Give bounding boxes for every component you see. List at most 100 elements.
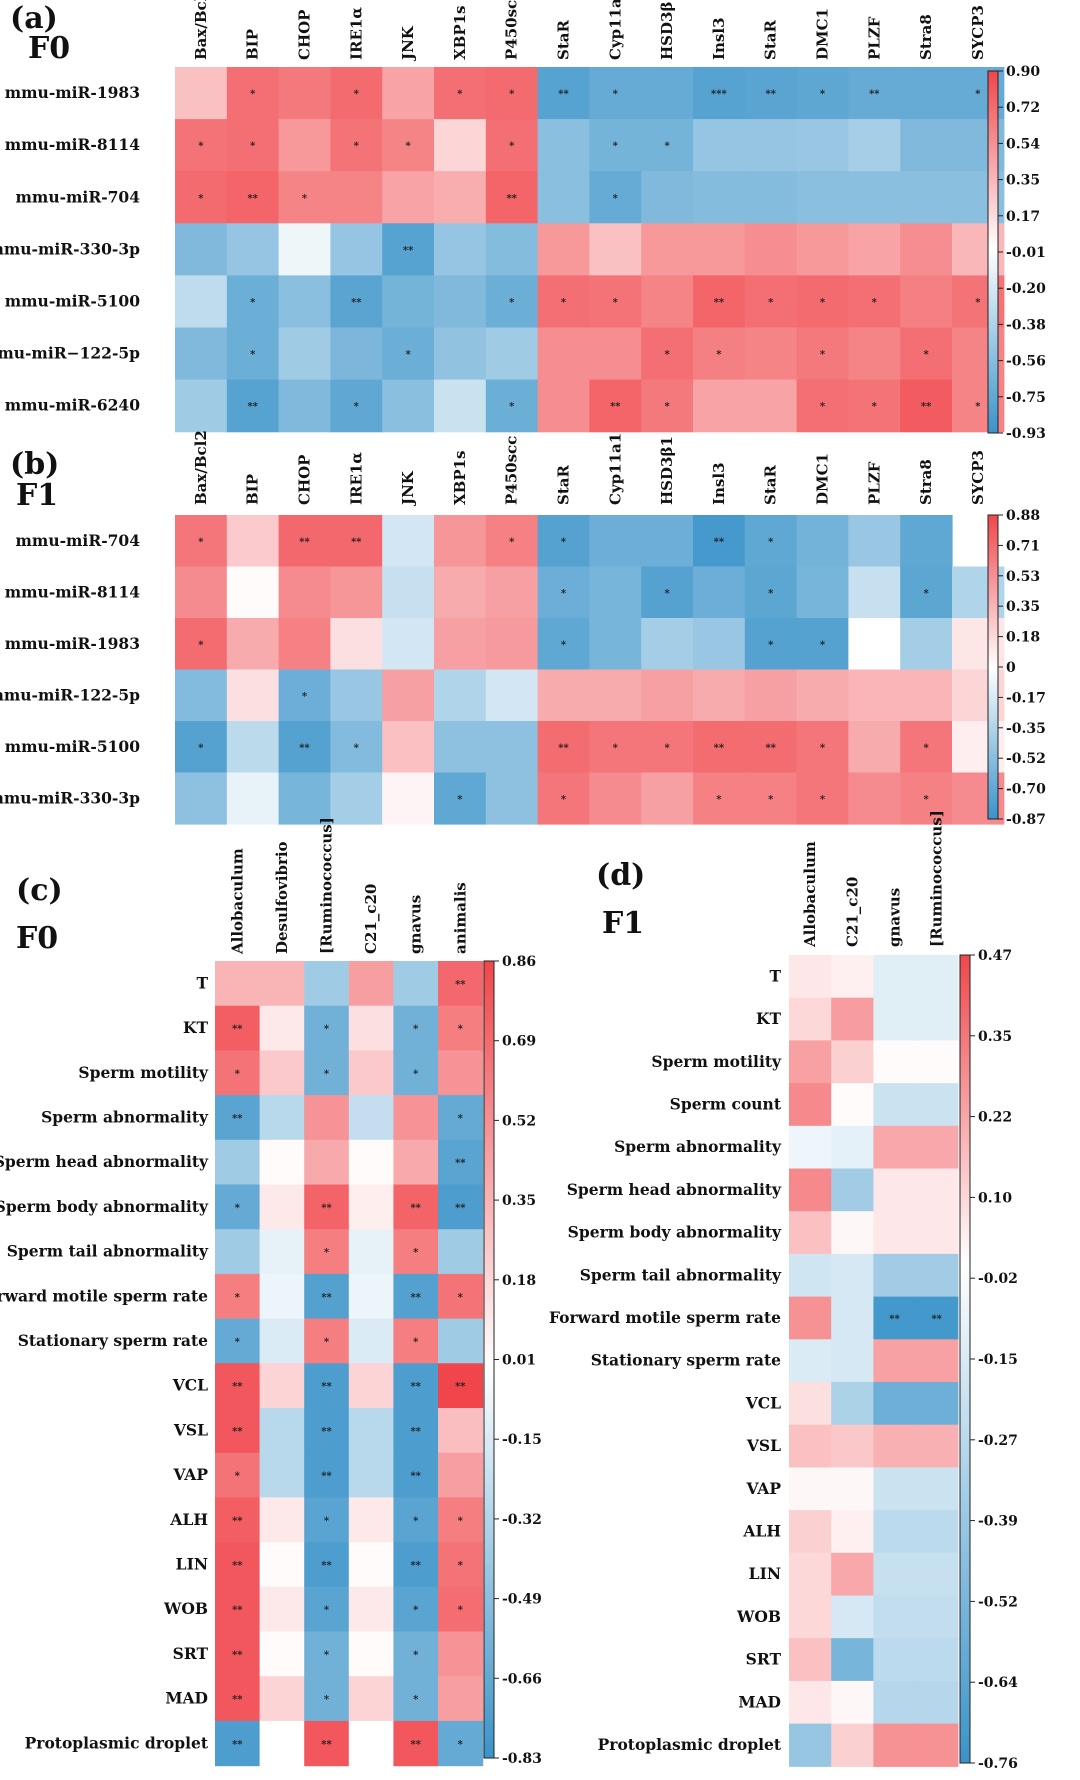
heatmap-cell bbox=[693, 171, 746, 224]
colorbar-tick-label: 0.47 bbox=[978, 948, 1012, 964]
heatmap-cell bbox=[641, 618, 694, 671]
significance-mark: ** bbox=[232, 1516, 243, 1527]
significance-mark: ** bbox=[455, 1203, 466, 1214]
heatmap-cell bbox=[900, 515, 953, 568]
heatmap-cell bbox=[641, 171, 694, 224]
significance-mark: ** bbox=[247, 402, 258, 413]
column-label: gnavus bbox=[407, 895, 425, 954]
column-label: DMC1 bbox=[814, 8, 832, 60]
column-label: PLZF bbox=[865, 461, 883, 505]
significance-mark: * bbox=[820, 743, 826, 754]
heatmap-cell bbox=[796, 772, 849, 825]
heatmap-cell bbox=[831, 1638, 874, 1682]
significance-mark: ** bbox=[232, 1382, 243, 1393]
heatmap-cell bbox=[278, 669, 331, 722]
heatmap-cell bbox=[485, 119, 539, 172]
heatmap-cell bbox=[330, 669, 383, 722]
heatmap-cell bbox=[693, 566, 746, 619]
significance-mark: * bbox=[664, 350, 670, 361]
heatmap-cell bbox=[900, 67, 953, 120]
heatmap-cell bbox=[304, 1273, 350, 1320]
heatmap-cell bbox=[744, 223, 798, 276]
heatmap-cell bbox=[259, 1273, 305, 1320]
heatmap-cell bbox=[915, 1638, 959, 1682]
significance-mark: * bbox=[324, 1695, 330, 1706]
row-label: T bbox=[769, 966, 781, 985]
row-label: mmu-miR-704 bbox=[16, 187, 141, 206]
heatmap-cell bbox=[900, 275, 953, 329]
heatmap-cell bbox=[304, 1452, 350, 1498]
heatmap-cell bbox=[789, 1211, 832, 1255]
significance-mark: ** bbox=[403, 245, 414, 256]
heatmap-cell bbox=[485, 275, 539, 329]
colorbar-tick-label: -0.20 bbox=[1006, 281, 1046, 297]
significance-mark: * bbox=[613, 141, 619, 152]
heatmap-cell bbox=[226, 566, 280, 619]
heatmap-cell bbox=[537, 618, 590, 671]
heatmap-cell bbox=[485, 721, 539, 774]
row-label: Sperm body abnormality bbox=[568, 1223, 782, 1242]
significance-mark: ** bbox=[410, 1292, 421, 1303]
heatmap-cell bbox=[348, 1363, 394, 1409]
column-label: Bax/Bcl2 bbox=[192, 0, 210, 60]
heatmap-cell bbox=[900, 223, 953, 276]
heatmap-cell bbox=[789, 1339, 832, 1383]
significance-mark: ** bbox=[232, 1695, 243, 1706]
heatmap-cell bbox=[434, 515, 487, 568]
significance-mark: * bbox=[413, 1516, 419, 1527]
colorbar bbox=[483, 960, 495, 1759]
colorbar-tick-label: 0.69 bbox=[502, 1034, 536, 1050]
heatmap-cell bbox=[915, 1083, 959, 1127]
significance-mark: * bbox=[561, 794, 567, 805]
heatmap-cell bbox=[304, 1497, 350, 1543]
row-label: mmu-miR-6240 bbox=[5, 396, 140, 415]
heatmap-cell bbox=[789, 1083, 832, 1127]
heatmap-cell bbox=[215, 1139, 261, 1186]
heatmap-cell bbox=[485, 379, 539, 433]
significance-mark: ** bbox=[232, 1650, 243, 1661]
heatmap-cell bbox=[873, 1424, 917, 1468]
significance-mark: * bbox=[198, 193, 204, 204]
heatmap-cell bbox=[304, 1586, 350, 1633]
heatmap-cell bbox=[744, 171, 798, 224]
heatmap-cell bbox=[304, 1005, 350, 1051]
heatmap-cell bbox=[873, 1253, 917, 1298]
colorbar-tick-label: -0.87 bbox=[1006, 812, 1046, 828]
panel-c: (c)F0**** * * ** * *** **** ** ** *** ** ** ** ** * ***… bbox=[0, 817, 542, 1767]
heatmap-cell bbox=[796, 618, 849, 671]
significance-mark: * bbox=[324, 1069, 330, 1080]
colorbar-tick-label: 0 bbox=[1006, 660, 1016, 676]
heatmap-cell bbox=[278, 327, 331, 381]
colorbar-tick-label: 0.72 bbox=[1006, 100, 1040, 116]
heatmap-cell bbox=[900, 669, 953, 722]
significance-mark: ** bbox=[232, 1113, 243, 1124]
column-label: C21_c20 bbox=[843, 877, 861, 947]
significance-mark: * bbox=[768, 588, 774, 599]
colorbar-tick-label: -0.52 bbox=[978, 1594, 1018, 1610]
heatmap-cell bbox=[382, 327, 435, 381]
heatmap-cell bbox=[278, 515, 331, 568]
heatmap-cell bbox=[873, 997, 917, 1041]
heatmap-cell bbox=[434, 669, 487, 722]
heatmap-cell bbox=[330, 275, 383, 329]
significance-mark: * bbox=[613, 297, 619, 308]
heatmap-cell bbox=[382, 618, 435, 671]
significance-mark: ** bbox=[299, 537, 310, 548]
heatmap-cell bbox=[259, 1005, 305, 1051]
panel-subtitle: F1 bbox=[16, 478, 58, 513]
heatmap-cell bbox=[873, 1296, 917, 1340]
heatmap-cell bbox=[382, 669, 435, 722]
column-label: SYCP3 bbox=[969, 5, 987, 60]
column-label: Desulfovibrio bbox=[273, 841, 291, 954]
heatmap-cell bbox=[693, 223, 746, 276]
heatmap-cell bbox=[796, 566, 849, 619]
heatmap-cell bbox=[434, 119, 487, 172]
heatmap-cell bbox=[226, 721, 280, 774]
heatmap-cell bbox=[789, 1168, 832, 1212]
panel-label: (d) bbox=[596, 858, 645, 893]
heatmap-cell bbox=[259, 1542, 305, 1588]
heatmap-cell bbox=[438, 1184, 484, 1230]
row-label: WOB bbox=[736, 1607, 781, 1626]
colorbar-tick-label: -0.64 bbox=[978, 1675, 1018, 1691]
heatmap-cell bbox=[438, 1676, 484, 1722]
